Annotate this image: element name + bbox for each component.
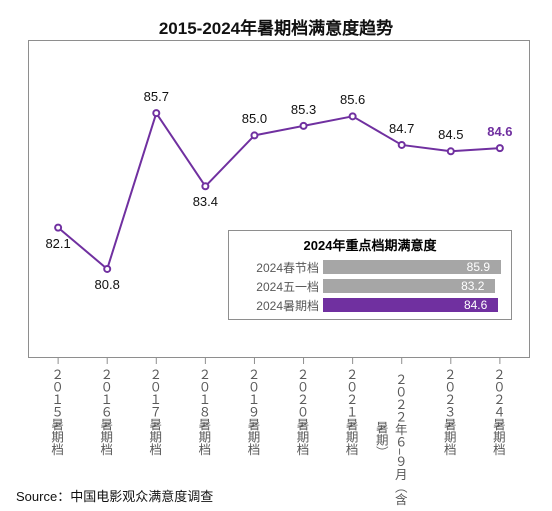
x-axis-label: ２０１５暑期档 — [50, 368, 66, 456]
data-point-label: 84.7 — [389, 121, 414, 136]
data-point-label: 85.7 — [144, 89, 169, 104]
inset-row-label: 2024春节档 — [235, 259, 323, 276]
data-point-label: 80.8 — [95, 277, 120, 292]
data-point-label: 83.4 — [193, 194, 218, 209]
inset-bar-value: 85.9 — [467, 260, 494, 274]
inset-bar-row: 2024暑期档 84.6 — [235, 296, 505, 314]
data-point-label: 85.0 — [242, 111, 267, 126]
x-axis-label: ２０１９暑期档 — [246, 368, 262, 456]
inset-rows: 2024春节档 85.9 2024五一档 83.2 2024暑期档 84.6 — [235, 258, 505, 314]
inset-bar-value: 83.2 — [461, 279, 488, 293]
inset-row-label: 2024暑期档 — [235, 297, 323, 314]
x-axis-label: ２０２４暑期档 — [492, 368, 508, 456]
x-axis-label: ２０２１暑期档 — [345, 368, 361, 456]
inset-bar-row: 2024五一档 83.2 — [235, 277, 505, 295]
inset-bar-track: 83.2 — [323, 279, 505, 293]
x-axis-label: ２０１８暑期档 — [197, 368, 213, 456]
inset-title: 2024年重点档期满意度 — [235, 235, 505, 254]
inset-row-label: 2024五一档 — [235, 278, 323, 295]
data-point-label: 85.6 — [340, 92, 365, 107]
x-axis-label: ２０１６暑期档 — [99, 368, 115, 456]
source-text: Source：中国电影观众满意度调查 — [16, 486, 213, 505]
inset-bar-track: 85.9 — [323, 260, 505, 274]
data-point-label: 85.3 — [291, 102, 316, 117]
x-axis-label: ２０１７暑期档 — [148, 368, 164, 456]
data-point-label: 84.5 — [438, 127, 463, 142]
x-axis-label: ２０２０暑期档 — [296, 368, 312, 456]
x-axis-label: ２０２３暑期档 — [443, 368, 459, 456]
data-point-label: 84.6 — [487, 124, 512, 139]
chart-container: 2015-2024年暑期档满意度趋势 ２０１５暑期档２０１６暑期档２０１７暑期档… — [0, 0, 552, 511]
x-axis-label: ２０２２年６−９月（含暑期） — [394, 368, 410, 511]
data-point-label: 82.1 — [45, 236, 70, 251]
inset-bar-track: 84.6 — [323, 298, 505, 312]
inset-bar-value: 84.6 — [464, 298, 491, 312]
inset-bar-row: 2024春节档 85.9 — [235, 258, 505, 276]
inset-panel: 2024年重点档期满意度 2024春节档 85.9 2024五一档 83.2 2024暑… — [228, 230, 512, 320]
